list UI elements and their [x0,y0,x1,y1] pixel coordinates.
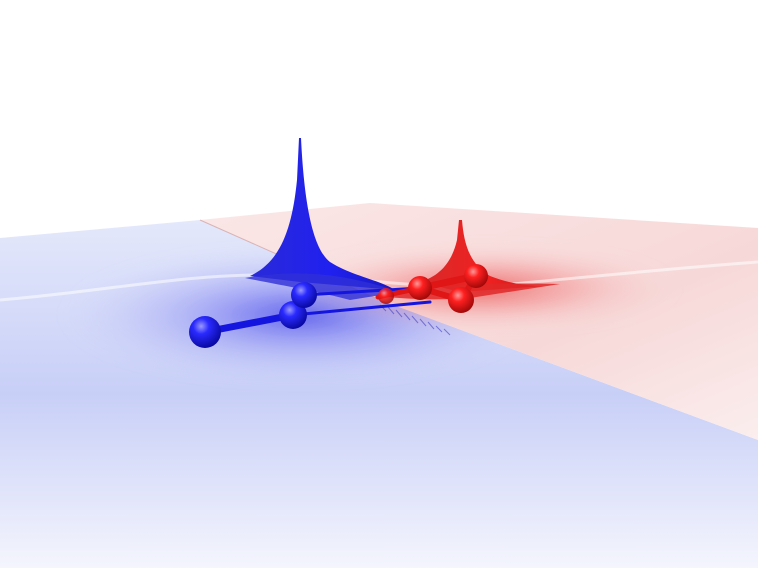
red-atom [378,288,394,304]
red-atom [408,276,432,300]
red-atom [464,264,488,288]
red-atom [448,287,474,313]
negative-spike-base [245,273,400,300]
positive-potential-spike [420,220,545,292]
blue-atom [189,316,221,348]
negative-potential-spike [250,138,395,290]
blue-atom [291,282,317,308]
blue-atom [279,301,307,329]
